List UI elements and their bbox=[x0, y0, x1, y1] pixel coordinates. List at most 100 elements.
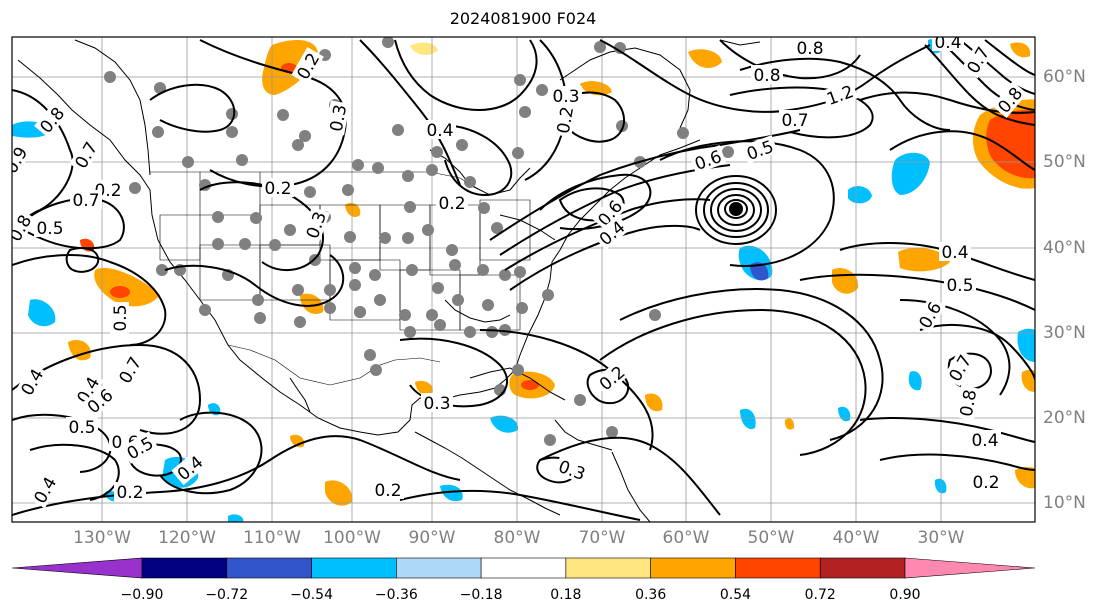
station-dot bbox=[399, 309, 411, 321]
contour-label-text: 0.8 bbox=[957, 388, 981, 418]
station-dot bbox=[379, 232, 391, 244]
station-dot bbox=[482, 299, 494, 311]
station-dot bbox=[254, 312, 266, 324]
contour-label-halo bbox=[301, 206, 330, 244]
station-dot bbox=[129, 182, 141, 194]
station-dot bbox=[614, 42, 626, 54]
storm-center-dot bbox=[729, 202, 743, 216]
station-dot bbox=[364, 349, 376, 361]
station-dot bbox=[349, 262, 361, 274]
contour-label-halo bbox=[593, 215, 631, 251]
contour-label-text: 0.2 bbox=[116, 483, 143, 503]
colorbar-tick-label: 0.90 bbox=[889, 587, 921, 603]
contour-label-text: 0.2 bbox=[264, 179, 291, 199]
station-dot bbox=[304, 186, 316, 198]
contour-label: 0.5 bbox=[34, 218, 66, 239]
contour-label-halo bbox=[12, 141, 32, 179]
station-dot bbox=[432, 282, 444, 294]
station-dot bbox=[649, 309, 661, 321]
station-dot bbox=[616, 120, 628, 132]
contour-label: 0.2 bbox=[552, 102, 578, 138]
station-dot bbox=[252, 294, 264, 306]
contour-label-text: 0.4 bbox=[971, 431, 998, 451]
contour-label-halo bbox=[992, 81, 1028, 119]
station-dot bbox=[478, 202, 490, 214]
contour-label: 0.7 bbox=[779, 110, 811, 131]
latitude-label: 30°N bbox=[1043, 323, 1086, 343]
station-dot bbox=[422, 224, 434, 236]
contour-label-halo bbox=[552, 102, 577, 138]
contour-label-halo bbox=[28, 471, 61, 509]
station-dot bbox=[226, 108, 238, 120]
contour-label-halo bbox=[592, 194, 628, 232]
longitude-label: 30°W bbox=[917, 528, 965, 548]
contour-lines bbox=[12, 39, 1035, 521]
station-dot bbox=[434, 319, 446, 331]
contour-label-halo bbox=[436, 193, 468, 212]
contour-label: 0.8 bbox=[955, 385, 981, 421]
station-dot bbox=[404, 201, 416, 213]
station-markers bbox=[99, 37, 743, 446]
station-dot bbox=[512, 364, 524, 376]
contour-label: 0.4 bbox=[932, 33, 964, 53]
contour-label-halo bbox=[69, 136, 102, 174]
station-dot bbox=[284, 224, 296, 236]
station-dot bbox=[369, 269, 381, 281]
longitude-label: 40°W bbox=[832, 528, 880, 548]
station-dot bbox=[154, 82, 166, 94]
contour-label: 0.2 bbox=[114, 482, 146, 503]
station-dot bbox=[182, 156, 194, 168]
station-dot bbox=[370, 364, 382, 376]
contour-label-text: 0.2 bbox=[438, 194, 465, 214]
station-dot bbox=[431, 146, 443, 158]
map-title: 2024081900 F024 bbox=[449, 9, 597, 28]
station-dot bbox=[594, 41, 606, 53]
contour-label-text: 0.5 bbox=[946, 276, 973, 296]
station-dot bbox=[514, 74, 526, 86]
latitude-label: 40°N bbox=[1043, 238, 1086, 258]
station-dot bbox=[464, 326, 476, 338]
contour-label-text: 0.7 bbox=[781, 111, 808, 131]
station-dot bbox=[236, 154, 248, 166]
colorbar-tick-label: 0.36 bbox=[635, 587, 667, 603]
colorbar-bin bbox=[904, 557, 1036, 579]
station-dot bbox=[156, 264, 168, 276]
colorbar-bin bbox=[480, 557, 567, 579]
contour-label-halo bbox=[970, 472, 1002, 491]
contour-label-halo bbox=[751, 65, 783, 84]
station-dot bbox=[574, 394, 586, 406]
colorbar bbox=[11, 557, 1036, 579]
contour-label-text: 0.2 bbox=[374, 481, 401, 501]
contour-label: 0.3 bbox=[325, 100, 351, 136]
colorbar-bin bbox=[819, 557, 906, 579]
contour-label-halo bbox=[779, 110, 811, 129]
station-dot bbox=[309, 254, 321, 266]
station-dot bbox=[374, 294, 386, 306]
station-dot bbox=[250, 212, 262, 224]
longitude-label: 70°W bbox=[578, 528, 626, 548]
station-dot bbox=[452, 294, 464, 306]
contour-label-halo bbox=[913, 296, 946, 334]
contour-label-halo bbox=[932, 37, 964, 51]
colorbar-tick-label: −0.18 bbox=[459, 587, 503, 603]
station-dot bbox=[212, 211, 224, 223]
latitude-label: 20°N bbox=[1043, 408, 1086, 428]
colorbar-tick-label: −0.90 bbox=[120, 587, 164, 603]
station-dot bbox=[512, 147, 524, 159]
contour-label: 0.3 bbox=[550, 86, 582, 107]
contour-label-halo bbox=[969, 430, 1001, 449]
contour-label-halo bbox=[81, 383, 119, 419]
longitude-label: 120°W bbox=[158, 528, 216, 548]
colorbar-bin bbox=[311, 557, 397, 579]
contour-label: 0.5 bbox=[110, 302, 131, 334]
contour-label-text: 0.4 bbox=[934, 33, 961, 53]
contour-label: 0.2 bbox=[372, 480, 404, 501]
station-dot bbox=[677, 127, 689, 139]
contour-label-halo bbox=[550, 86, 582, 105]
station-dot bbox=[464, 176, 476, 188]
station-dot bbox=[382, 37, 394, 48]
colorbar-bin bbox=[141, 557, 228, 579]
contour-label-halo bbox=[955, 385, 980, 421]
contour-label-halo bbox=[15, 363, 48, 401]
contour-label-text: 0.5 bbox=[68, 418, 95, 438]
